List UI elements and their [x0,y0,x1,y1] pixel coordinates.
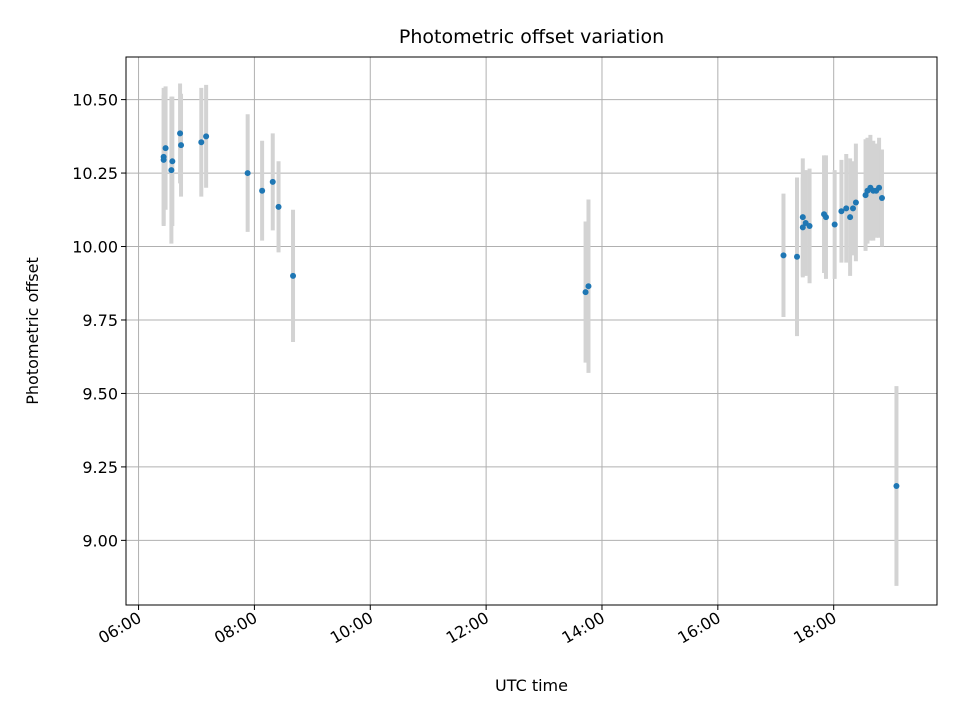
data-point [822,214,829,221]
data-point [893,482,900,489]
y-tick-label: 10.25 [72,164,118,183]
data-point [799,214,806,221]
data-point [878,195,885,202]
grid [126,57,937,605]
y-tick-label: 9.00 [82,531,118,550]
data-point [177,130,184,137]
data-point [244,170,251,177]
plot-frame [125,56,938,606]
y-tick-label: 9.25 [82,458,118,477]
y-axis: 9.00 9.25 9.50 9.75 10.00 10.25 10.50 [72,91,126,550]
data-point [794,253,801,260]
y-tick-label: 10.00 [72,238,118,257]
data-point [269,178,276,185]
chart-title: Photometric offset variation [399,26,664,48]
data-point [876,184,883,191]
data-point [831,221,838,228]
data-point [160,156,167,163]
data-point [838,208,845,215]
data-point [275,203,282,210]
data-point [799,224,806,231]
data-point [843,205,850,212]
data-point [290,272,297,279]
y-axis-label: Photometric offset [23,257,42,405]
data-point [178,142,185,149]
data-point [259,187,266,194]
data-point [198,139,205,146]
data-point [582,289,589,296]
data-point [852,199,859,206]
data-point [169,158,176,165]
data-point [847,214,854,221]
data-point [780,252,787,259]
y-tick-label: 9.50 [82,384,118,403]
data-point [168,167,175,174]
data-points [160,130,900,489]
data-point [850,205,857,212]
data-point [162,145,169,152]
data-point [806,222,813,229]
y-tick-label: 10.50 [72,91,118,110]
x-axis-label: UTC time [495,676,568,695]
data-point [585,283,592,290]
data-point [203,133,210,140]
y-tick-label: 9.75 [82,311,118,330]
